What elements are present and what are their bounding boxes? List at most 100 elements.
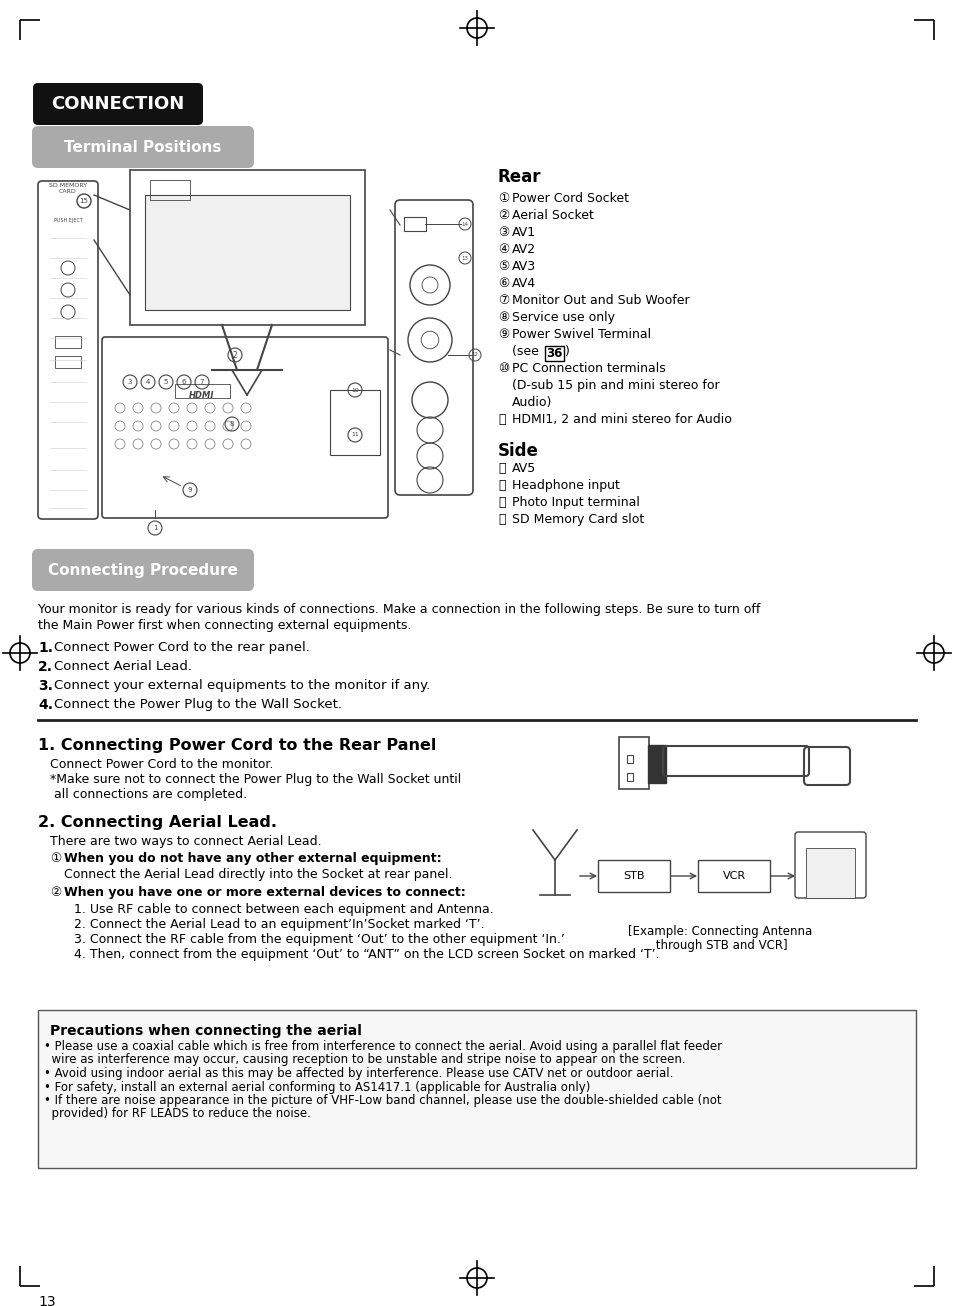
Text: SD Memory Card slot: SD Memory Card slot [512,513,643,526]
Text: 1.: 1. [38,641,53,656]
Text: ⑨: ⑨ [497,328,509,341]
Text: Audio): Audio) [512,396,552,409]
Text: wire as interference may occur, causing reception to be unstable and stripe nois: wire as interference may occur, causing … [44,1054,685,1067]
Text: ①: ① [497,192,509,205]
Text: 12: 12 [471,353,478,358]
Text: When you do not have any other external equipment:: When you do not have any other external … [64,852,441,865]
Text: Side: Side [497,441,538,460]
Text: *Make sure not to connect the Power Plug to the Wall Socket until: *Make sure not to connect the Power Plug… [50,773,460,786]
Text: • For safety, install an external aerial conforming to AS1417.1 (applicable for : • For safety, install an external aerial… [44,1080,590,1093]
Text: When you have one or more external devices to connect:: When you have one or more external devic… [64,885,465,899]
Text: 11: 11 [351,432,358,438]
FancyBboxPatch shape [38,1010,915,1168]
Text: Power Cord Socket: Power Cord Socket [512,192,628,205]
Text: 3.: 3. [38,679,52,693]
Text: ⑪: ⑪ [497,413,505,426]
FancyBboxPatch shape [38,182,98,518]
FancyBboxPatch shape [794,832,865,899]
Text: • Avoid using indoor aerial as this may be affected by interference. Please use : • Avoid using indoor aerial as this may … [44,1067,673,1080]
Text: AV1: AV1 [512,226,536,239]
Text: CONNECTION: CONNECTION [51,95,185,114]
FancyBboxPatch shape [102,337,388,518]
Text: 2: 2 [233,350,237,359]
Text: 15: 15 [79,199,89,204]
Text: Connect your external equipments to the monitor if any.: Connect your external equipments to the … [54,679,430,692]
Text: Terminal Positions: Terminal Positions [64,140,221,154]
Text: ): ) [564,345,569,358]
Text: Rear: Rear [497,168,541,185]
Text: There are two ways to connect Aerial Lead.: There are two ways to connect Aerial Lea… [50,835,321,848]
Text: AV3: AV3 [512,260,536,273]
Text: ⑭: ⑭ [497,496,505,509]
Text: Connect the Power Plug to the Wall Socket.: Connect the Power Plug to the Wall Socke… [54,697,341,710]
Text: Connect Power Cord to the rear panel.: Connect Power Cord to the rear panel. [54,641,310,654]
Text: 14: 14 [461,222,468,226]
Text: 13: 13 [461,256,468,260]
Text: Aerial Socket: Aerial Socket [512,209,594,222]
FancyBboxPatch shape [145,195,350,310]
FancyBboxPatch shape [33,84,203,125]
Text: 2.: 2. [38,660,53,674]
FancyBboxPatch shape [130,170,365,325]
Text: ⑥: ⑥ [497,277,509,290]
FancyBboxPatch shape [598,859,669,892]
Text: Service use only: Service use only [512,311,615,324]
Text: Headphone input: Headphone input [512,479,619,492]
Text: 1. Use RF cable to connect between each equipment and Antenna.: 1. Use RF cable to connect between each … [74,902,494,916]
Text: 1. Connecting Power Cord to the Rear Panel: 1. Connecting Power Cord to the Rear Pan… [38,738,436,754]
Text: • Please use a coaxial cable which is free from interference to connect the aeri: • Please use a coaxial cable which is fr… [44,1040,721,1053]
Text: VCR: VCR [721,871,745,882]
Text: AV4: AV4 [512,277,536,290]
Text: 9: 9 [188,487,193,492]
FancyBboxPatch shape [698,859,769,892]
Text: all connections are completed.: all connections are completed. [50,788,247,801]
Text: 1: 1 [152,525,157,532]
Text: 2. Connect the Aerial Lead to an equipment’In’Socket marked ‘T’.: 2. Connect the Aerial Lead to an equipme… [74,918,484,931]
FancyBboxPatch shape [32,125,253,168]
Text: 3: 3 [128,379,132,385]
Text: ⑩: ⑩ [497,362,509,375]
Text: Precautions when connecting the aerial: Precautions when connecting the aerial [50,1024,361,1038]
Text: ⑧: ⑧ [497,311,509,324]
Text: 4. Then, connect from the equipment ‘Out’ to “ANT” on the LCD screen Socket on m: 4. Then, connect from the equipment ‘Out… [74,948,659,961]
Text: ⑬: ⑬ [497,479,505,492]
Text: (D-sub 15 pin and mini stereo for: (D-sub 15 pin and mini stereo for [512,379,719,392]
Text: 8: 8 [230,421,234,427]
FancyBboxPatch shape [618,737,648,789]
Text: the Main Power first when connecting external equipments.: the Main Power first when connecting ext… [38,619,411,632]
Text: PUSH EJECT: PUSH EJECT [53,218,82,223]
Text: • If there are noise appearance in the picture of VHF-Low band channel, please u: • If there are noise appearance in the p… [44,1094,720,1107]
FancyBboxPatch shape [32,549,253,592]
Text: ⑦: ⑦ [497,294,509,307]
Text: ⑫: ⑫ [497,462,505,475]
Text: Connect the Aerial Lead directly into the Socket at rear panel.: Connect the Aerial Lead directly into th… [64,868,452,882]
Text: SD MEMORY
CARD: SD MEMORY CARD [49,183,87,195]
Text: 4.: 4. [38,697,53,712]
Text: ④: ④ [497,243,509,256]
Text: AV5: AV5 [512,462,536,475]
Text: 5: 5 [164,379,168,385]
Text: 7: 7 [199,379,204,385]
Text: HDMI: HDMI [189,390,214,400]
Text: [Example: Connecting Antenna: [Example: Connecting Antenna [627,925,811,938]
Text: (see: (see [512,345,542,358]
Text: through STB and VCR]: through STB and VCR] [652,939,787,952]
Text: Monitor Out and Sub Woofer: Monitor Out and Sub Woofer [512,294,689,307]
Text: 6: 6 [182,379,186,385]
Text: Photo Input terminal: Photo Input terminal [512,496,639,509]
Text: 36: 36 [546,347,562,360]
Text: HDMI1, 2 and mini stereo for Audio: HDMI1, 2 and mini stereo for Audio [512,413,731,426]
Text: 4: 4 [146,379,150,385]
Text: 3. Connect the RF cable from the equipment ‘Out’ to the other equipment ‘In.’: 3. Connect the RF cable from the equipme… [74,932,564,946]
FancyBboxPatch shape [647,744,665,784]
Text: ①: ① [50,852,61,865]
Text: ②: ② [497,209,509,222]
Text: Connecting Procedure: Connecting Procedure [48,563,237,577]
FancyBboxPatch shape [395,200,473,495]
Text: 10: 10 [351,388,358,393]
Text: ②: ② [50,885,61,899]
Text: Connect Power Cord to the monitor.: Connect Power Cord to the monitor. [50,757,274,771]
Text: 2. Connecting Aerial Lead.: 2. Connecting Aerial Lead. [38,815,276,831]
Text: 13: 13 [38,1296,55,1306]
Text: Your monitor is ready for various kinds of connections. Make a connection in the: Your monitor is ready for various kinds … [38,603,760,616]
